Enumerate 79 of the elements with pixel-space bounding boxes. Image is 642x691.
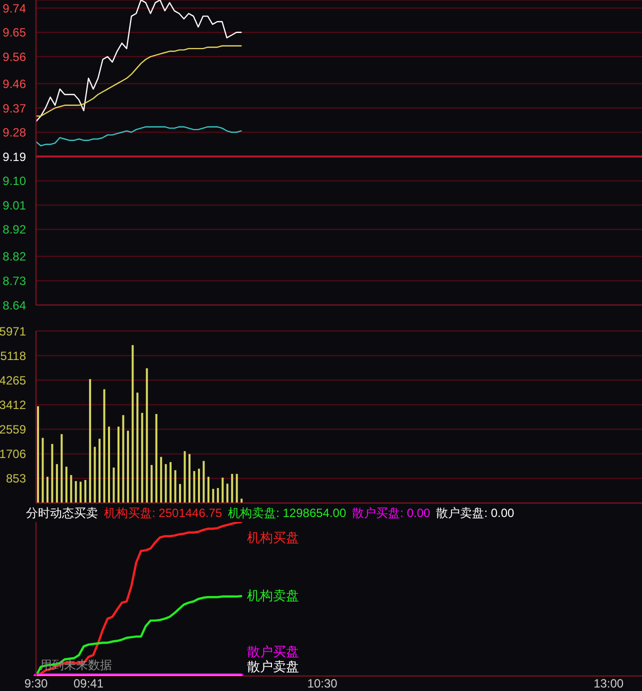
bar [164, 464, 167, 503]
y-tick-label: 853 [6, 472, 26, 486]
bar [74, 481, 77, 503]
bar [37, 406, 39, 503]
bar [160, 456, 162, 503]
y-tick-label: 2559 [0, 422, 26, 437]
bar [60, 434, 63, 503]
bar [136, 392, 138, 503]
text: 机构卖盘: 1298654.00 [228, 506, 346, 520]
x-tick-label: 9:30 [24, 676, 48, 691]
bar [207, 476, 210, 503]
y-tick-label: 8.73 [2, 274, 26, 288]
bar [170, 462, 172, 503]
text: 散户买盘: 0.00 [352, 506, 430, 520]
bar [70, 475, 72, 503]
chart-title: 分时动态买卖 [26, 506, 98, 520]
bar [188, 454, 190, 503]
y-tick-label: 4265 [0, 373, 26, 388]
y-tick-label: 9.46 [2, 76, 26, 91]
series-label: 机构买盘 [246, 530, 299, 545]
bar [84, 480, 86, 503]
text: 机构买盘: 2501446.75 [104, 506, 222, 520]
bar [112, 468, 115, 503]
series-label: 机构卖盘 [246, 588, 299, 604]
bar [222, 478, 224, 503]
series-label: 散户买盘 [246, 644, 299, 659]
y-tick-label: 8.82 [2, 250, 26, 264]
y-tick-label: 9.65 [2, 26, 26, 40]
bar [193, 471, 196, 503]
y-tick-label: 9.56 [2, 50, 26, 64]
line-series [35, 45, 242, 117]
bar [117, 426, 120, 503]
bar [89, 379, 92, 503]
bar [42, 438, 44, 503]
x-tick-label: 10:30 [307, 676, 338, 691]
y-tick-label: 9.37 [2, 101, 26, 116]
y-tick-label: 3412 [0, 398, 26, 412]
bar [56, 464, 58, 503]
y-tick-label: 5971 [0, 324, 26, 338]
bar [226, 484, 228, 503]
bar [126, 430, 129, 503]
y-tick-label: 9.01 [2, 198, 26, 212]
y-tick-label: 8.64 [2, 298, 26, 312]
bar [122, 415, 124, 503]
bar [174, 470, 176, 503]
bar [212, 488, 214, 503]
x-tick-label: 13:00 [594, 676, 624, 691]
bar [80, 482, 82, 503]
bar [202, 460, 205, 503]
x-tick-label: 09:41 [73, 676, 104, 691]
line-series [35, 0, 242, 122]
bar [103, 389, 106, 503]
bar [231, 474, 234, 503]
bar [141, 412, 144, 503]
bar [65, 466, 68, 503]
bar [240, 498, 243, 503]
bar [94, 446, 96, 503]
bar [108, 426, 110, 503]
bar [132, 345, 134, 503]
y-tick-label: 8.92 [2, 222, 26, 237]
y-tick-label: 9.28 [2, 126, 26, 140]
text: 散户卖盘: 0.00 [436, 506, 514, 520]
series-label: 散户卖盘 [246, 659, 299, 674]
y-tick-label: 9.74 [2, 1, 26, 16]
bar [236, 474, 238, 503]
bar [179, 484, 182, 503]
y-tick-label: 5118 [0, 348, 26, 363]
y-tick-label: 9.19 [2, 150, 26, 164]
bar [216, 488, 219, 503]
bar [150, 464, 153, 503]
bar [51, 444, 54, 503]
y-tick-label: 1706 [0, 447, 26, 462]
bar [98, 438, 101, 503]
line-series [35, 126, 242, 146]
bar [198, 468, 200, 503]
bar [184, 451, 186, 503]
bar [146, 368, 148, 503]
bar [155, 414, 158, 503]
bar [46, 476, 48, 503]
